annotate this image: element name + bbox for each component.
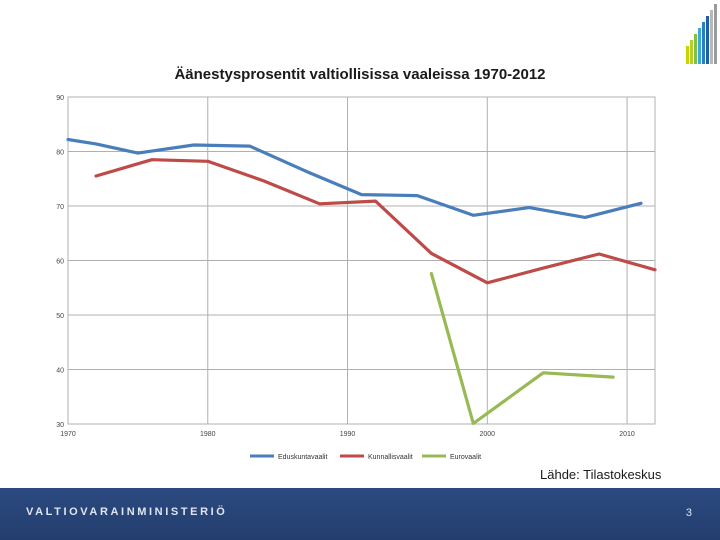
y-tick-label: 80 xyxy=(56,150,64,157)
page-number: 3 xyxy=(685,507,692,519)
x-tick-label: 2000 xyxy=(479,431,495,438)
x-tick-label: 1980 xyxy=(200,431,216,438)
logo-bar xyxy=(714,4,717,64)
x-tick-label: 1970 xyxy=(60,431,76,438)
series-line xyxy=(66,137,643,219)
source-note: Lähde: Tilastokeskus xyxy=(540,467,662,482)
footer-bar: VALTIOVARAINMINISTERIÖ 3 xyxy=(0,488,720,540)
ministry-name: VALTIOVARAINMINISTERIÖ xyxy=(26,506,228,518)
logo-bar xyxy=(710,10,713,64)
y-tick-label: 70 xyxy=(56,204,64,211)
ministry-logo-bars xyxy=(686,4,720,64)
legend-label: Eurovaalit xyxy=(450,454,481,461)
y-tick-label: 40 xyxy=(56,368,64,375)
y-tick-label: 60 xyxy=(56,259,64,266)
y-tick-label: 90 xyxy=(56,95,64,102)
x-tick-label: 2010 xyxy=(619,431,635,438)
series-line xyxy=(94,158,657,285)
logo-bar xyxy=(698,28,701,64)
series-line xyxy=(429,272,615,426)
logo-bar xyxy=(706,16,709,64)
y-tick-label: 50 xyxy=(56,313,64,320)
logo-bar xyxy=(690,40,693,64)
y-tick-label: 30 xyxy=(56,422,64,429)
legend-label: Kunnallisvaalit xyxy=(368,454,413,461)
legend-label: Eduskuntavaalit xyxy=(278,454,327,461)
logo-bar xyxy=(686,46,689,64)
logo-bar xyxy=(702,22,705,64)
logo-bar xyxy=(694,34,697,64)
x-tick-label: 1990 xyxy=(340,431,356,438)
turnout-line-chart: 30 40 50 60 70 80 90 1970 1980 1990 2000 2010 Edusku… xyxy=(56,95,657,461)
chart-title: Äänestysprosentit valtiollisissa vaaleis… xyxy=(174,66,546,83)
